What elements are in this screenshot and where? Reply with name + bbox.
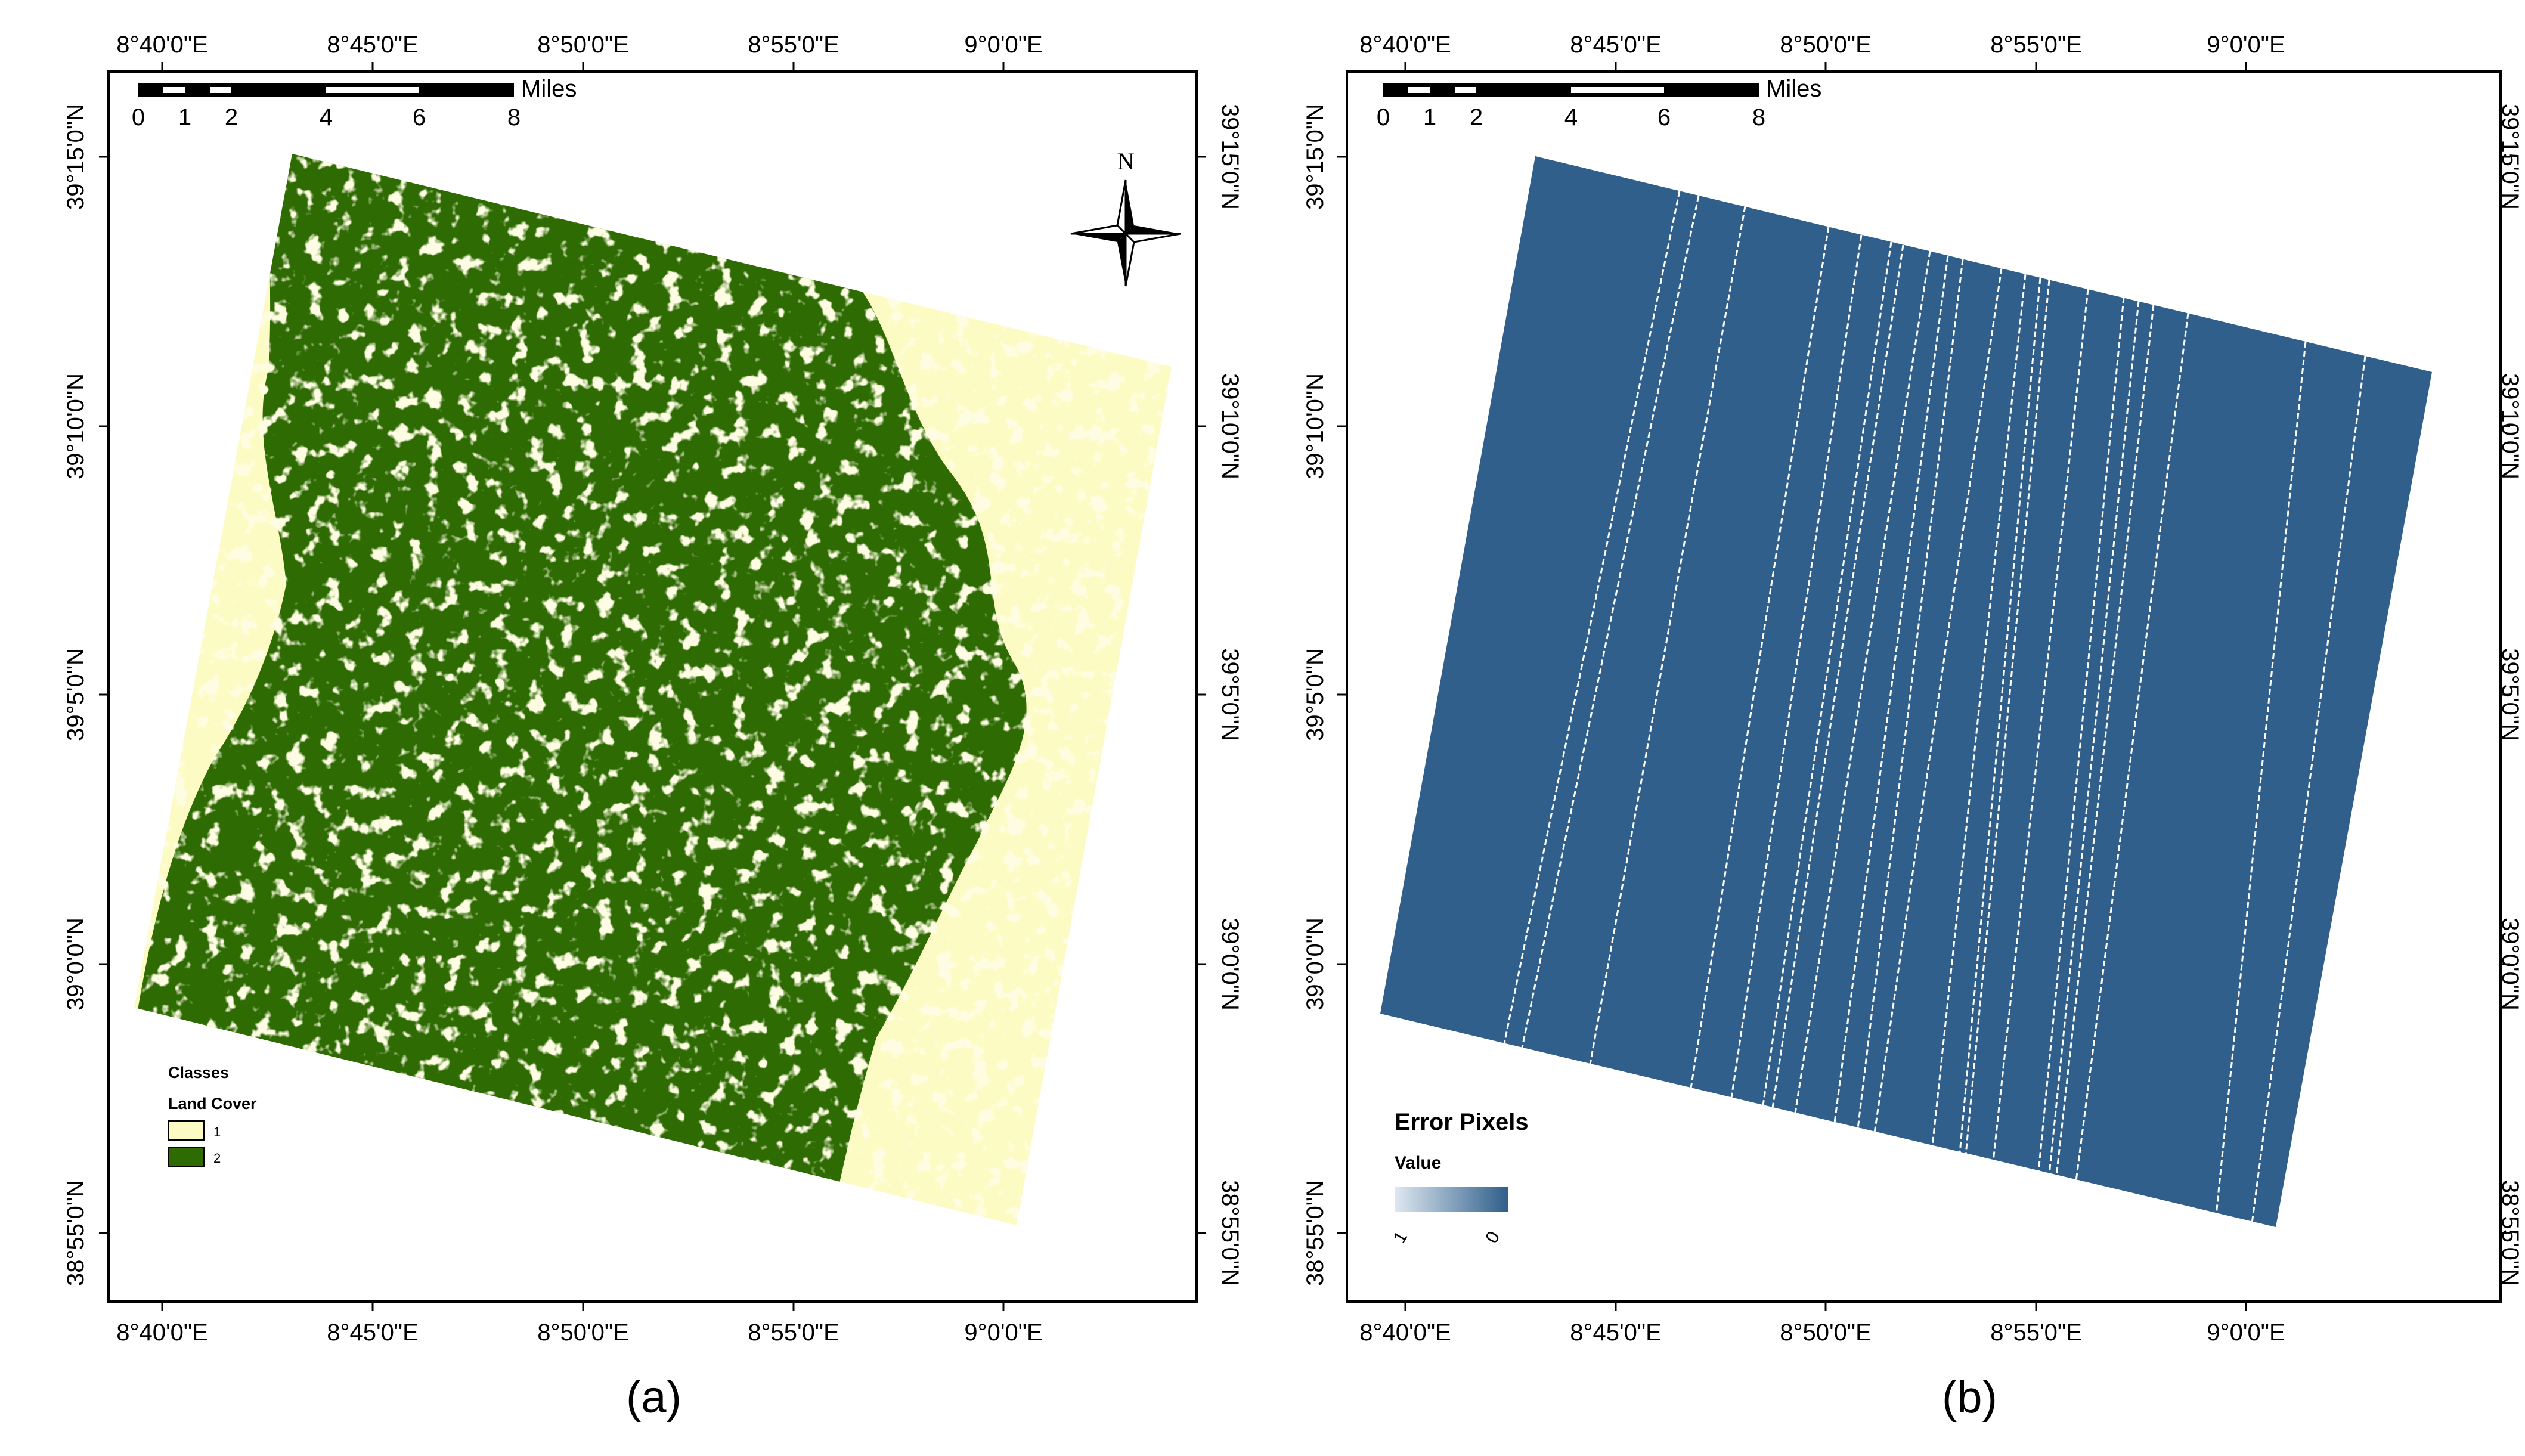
lon-label: 8°55'0"E (748, 1319, 839, 1346)
lat-label: 39°15'0"N (2497, 104, 2523, 210)
land-cover-legend: Classes Land Cover 1 2 (168, 1064, 257, 1167)
scale-label: 6 (413, 104, 426, 131)
legend-title: Classes (168, 1064, 229, 1082)
error-pixels-legend: Error Pixels Value 1 0 (1389, 1109, 1528, 1247)
lon-label: 8°50'0"E (1780, 32, 1872, 58)
scale-label: 8 (1752, 104, 1765, 131)
lon-label: 8°40'0"E (1359, 1319, 1451, 1346)
scale-label: 8 (507, 104, 521, 131)
lat-label: 39°10'0"N (2497, 373, 2523, 479)
north-label: N (1117, 148, 1135, 175)
legend-ramp-label: 1 (1389, 1228, 1411, 1247)
map-frame (107, 70, 1198, 1303)
scale-unit: Miles (521, 76, 577, 102)
legend-swatch-class-2 (168, 1147, 205, 1167)
legend-label: 1 (213, 1124, 221, 1139)
latitude-labels-left: 39°15'0"N 39°10'0"N 39°5'0"N 39°0'0"N 38… (1302, 104, 1328, 1286)
graticule-ticks (99, 62, 1206, 1311)
error-pixels-raster (1380, 156, 2432, 1227)
legend-ramp-label: 0 (1482, 1228, 1504, 1247)
lat-label: 39°15'0"N (1302, 104, 1328, 210)
latitude-labels-right: 39°15'0"N 39°10'0"N 39°5'0"N 39°0'0"N 38… (1217, 104, 1243, 1286)
panel-b-error-pixels-map: 8°40'0"E 8°45'0"E 8°50'0"E 8°55'0"E 9°0'… (1262, 0, 2524, 1456)
lat-label: 39°10'0"N (1302, 373, 1328, 479)
legend-subtitle: Land Cover (168, 1095, 257, 1113)
lat-label: 38°55'0"N (63, 1180, 89, 1286)
lon-label: 8°50'0"E (1780, 1319, 1872, 1346)
lon-label: 8°55'0"E (1990, 1319, 2082, 1346)
longitude-labels-bottom: 8°40'0"E 8°45'0"E 8°50'0"E 8°55'0"E 9°0'… (1359, 1319, 2285, 1346)
lat-label: 39°5'0"N (63, 648, 89, 741)
lat-label: 39°0'0"N (1217, 918, 1243, 1011)
scale-label: 6 (1657, 104, 1671, 131)
legend-color-ramp (1395, 1187, 1508, 1212)
lat-label: 38°55'0"N (1302, 1180, 1328, 1286)
scale-label: 0 (1377, 104, 1390, 131)
land-cover-texture (134, 154, 1172, 1225)
lon-label: 8°45'0"E (1570, 32, 1662, 58)
scale-label: 0 (132, 104, 145, 131)
scale-label: 1 (1423, 104, 1436, 131)
graticule-ticks (1337, 62, 2510, 1311)
longitude-labels-top: 8°40'0"E 8°45'0"E 8°50'0"E 8°55'0"E 9°0'… (116, 32, 1042, 58)
panel-caption: (a) (626, 1372, 681, 1423)
lon-label: 8°45'0"E (327, 32, 419, 58)
lon-label: 8°40'0"E (1359, 32, 1451, 58)
scale-unit: Miles (1766, 76, 1821, 102)
scale-label: 4 (1564, 104, 1578, 131)
panel-b-map-svg: 8°40'0"E 8°45'0"E 8°50'0"E 8°55'0"E 9°0'… (1302, 32, 2523, 1346)
longitude-labels-top: 8°40'0"E 8°45'0"E 8°50'0"E 8°55'0"E 9°0'… (1359, 32, 2285, 58)
latitude-labels-left: 39°15'0"N 39°10'0"N 39°5'0"N 39°0'0"N 38… (63, 104, 89, 1286)
lat-label: 38°55'0"N (2497, 1180, 2523, 1286)
land-cover-raster (134, 154, 1172, 1225)
latitude-labels-right: 39°15'0"N 39°10'0"N 39°5'0"N 39°0'0"N 38… (2497, 104, 2523, 1286)
legend-title: Error Pixels (1395, 1109, 1529, 1135)
scale-label: 2 (1470, 104, 1483, 131)
panel-caption: (b) (1942, 1372, 1997, 1423)
panel-a-land-cover-map: 8°40'0"E 8°45'0"E 8°50'0"E 8°55'0"E 9°0'… (0, 0, 1262, 1456)
lon-label: 9°0'0"E (2207, 1319, 2285, 1346)
lat-label: 39°0'0"N (63, 918, 89, 1011)
lon-label: 9°0'0"E (964, 1319, 1042, 1346)
lat-label: 39°10'0"N (1217, 373, 1243, 479)
scale-label: 2 (225, 104, 238, 131)
legend-swatch-class-1 (168, 1120, 205, 1141)
lon-label: 8°50'0"E (537, 1319, 629, 1346)
lat-label: 39°15'0"N (1217, 104, 1243, 210)
map-frame (1346, 70, 2502, 1303)
lon-label: 8°45'0"E (1570, 1319, 1662, 1346)
lon-label: 8°55'0"E (1990, 32, 2082, 58)
north-arrow-icon: N (1070, 148, 1181, 287)
lon-label: 8°55'0"E (748, 32, 839, 58)
lon-label: 8°50'0"E (537, 32, 629, 58)
lat-label: 39°5'0"N (1302, 648, 1328, 741)
lon-label: 8°45'0"E (327, 1319, 419, 1346)
lon-label: 8°40'0"E (116, 32, 208, 58)
scale-label: 1 (178, 104, 191, 131)
error-streak-lines (1503, 190, 2366, 1224)
lon-label: 9°0'0"E (964, 32, 1042, 58)
legend-subtitle: Value (1395, 1153, 1441, 1173)
scale-bar: 0 1 2 4 6 8 Miles (1377, 76, 1821, 131)
lon-label: 8°40'0"E (116, 1319, 208, 1346)
longitude-labels-bottom: 8°40'0"E 8°45'0"E 8°50'0"E 8°55'0"E 9°0'… (116, 1319, 1042, 1346)
lon-label: 9°0'0"E (2207, 32, 2285, 58)
lat-label: 39°5'0"N (1217, 648, 1243, 741)
lat-label: 38°55'0"N (1217, 1180, 1243, 1286)
lat-label: 39°15'0"N (63, 104, 89, 210)
lat-label: 39°0'0"N (2497, 918, 2523, 1011)
lat-label: 39°5'0"N (2497, 648, 2523, 741)
lat-label: 39°10'0"N (63, 373, 89, 479)
legend-label: 2 (213, 1151, 221, 1166)
panel-a-map-svg: 8°40'0"E 8°45'0"E 8°50'0"E 8°55'0"E 9°0'… (63, 32, 1243, 1346)
scale-bar: 0 1 2 4 6 8 Miles (132, 76, 577, 131)
lat-label: 39°0'0"N (1302, 918, 1328, 1011)
scale-label: 4 (320, 104, 333, 131)
